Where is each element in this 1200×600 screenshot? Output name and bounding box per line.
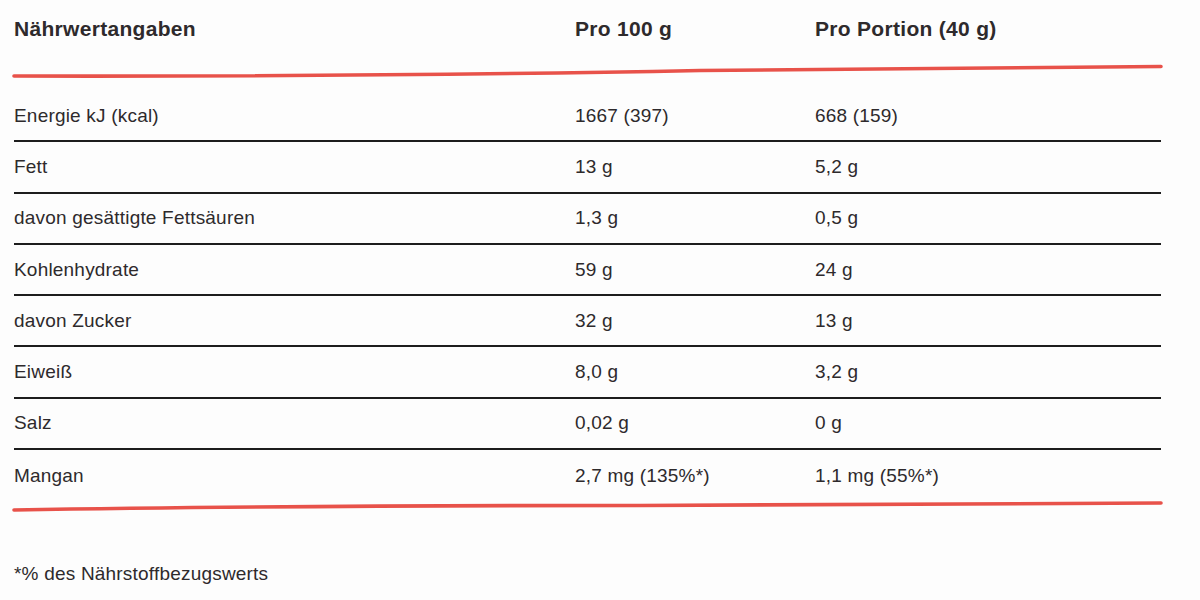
row-value-per-portion: 0,5 g <box>815 207 858 229</box>
row-label: Energie kJ (kcal) <box>14 105 159 127</box>
red-divider-bottom <box>0 494 1200 520</box>
row-value-per-portion: 668 (159) <box>815 105 898 127</box>
table-row-fett: Fett 13 g 5,2 g <box>14 142 1161 193</box>
column-header-per-100g: Pro 100 g <box>575 17 672 41</box>
table-body: Energie kJ (kcal) 1667 (397) 668 (159) F… <box>14 91 1161 501</box>
row-value-per-portion: 0 g <box>815 412 842 434</box>
red-divider-top <box>0 55 1200 81</box>
row-label: davon Zucker <box>14 310 132 332</box>
table-row-kohlenhydrate: Kohlenhydrate 59 g 24 g <box>14 245 1161 296</box>
row-value-per-portion: 3,2 g <box>815 361 858 383</box>
column-header-per-portion: Pro Portion (40 g) <box>815 17 997 41</box>
table-header: Nährwertangaben Pro 100 g Pro Portion (4… <box>14 17 1161 45</box>
table-row-energie: Energie kJ (kcal) 1667 (397) 668 (159) <box>14 91 1161 142</box>
row-value-per-100g: 59 g <box>575 259 613 281</box>
table-title: Nährwertangaben <box>14 17 196 41</box>
row-value-per-portion: 1,1 mg (55%*) <box>815 465 939 487</box>
row-value-per-portion: 5,2 g <box>815 156 858 178</box>
table-row-salz: Salz 0,02 g 0 g <box>14 399 1161 450</box>
row-value-per-100g: 0,02 g <box>575 412 629 434</box>
row-value-per-100g: 1667 (397) <box>575 105 669 127</box>
row-label: Mangan <box>14 465 84 487</box>
row-value-per-100g: 2,7 mg (135%*) <box>575 465 710 487</box>
row-label: Salz <box>14 412 52 434</box>
table-row-zucker: davon Zucker 32 g 13 g <box>14 296 1161 347</box>
row-label: Kohlenhydrate <box>14 259 139 281</box>
nutrition-facts-panel: Nährwertangaben Pro 100 g Pro Portion (4… <box>0 0 1200 600</box>
row-value-per-100g: 1,3 g <box>575 207 618 229</box>
footnote: *% des Nährstoffbezugswerts <box>14 563 268 585</box>
row-label: davon gesättigte Fettsäuren <box>14 207 255 229</box>
row-value-per-100g: 8,0 g <box>575 361 618 383</box>
table-row-gesaettigte-fettsaeuren: davon gesättigte Fettsäuren 1,3 g 0,5 g <box>14 194 1161 245</box>
table-row-eiweiss: Eiweiß 8,0 g 3,2 g <box>14 347 1161 398</box>
row-label: Eiweiß <box>14 361 72 383</box>
row-label: Fett <box>14 156 48 178</box>
row-value-per-100g: 32 g <box>575 310 613 332</box>
row-value-per-100g: 13 g <box>575 156 613 178</box>
red-divider-top-path <box>14 67 1161 77</box>
red-divider-bottom-path <box>14 503 1161 510</box>
row-value-per-portion: 24 g <box>815 259 853 281</box>
row-value-per-portion: 13 g <box>815 310 853 332</box>
